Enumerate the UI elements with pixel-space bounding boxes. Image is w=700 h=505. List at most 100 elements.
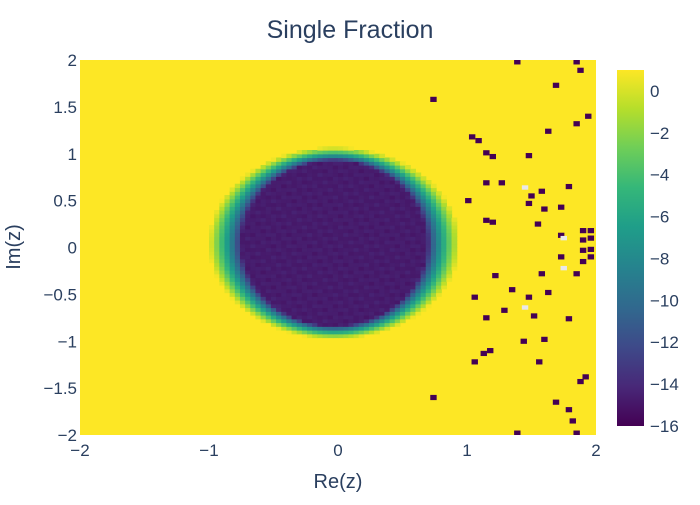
heatmap-cell	[265, 318, 272, 324]
heatmap-cell	[234, 228, 241, 234]
heatmap-cell	[399, 251, 406, 256]
heatmap-cell	[415, 270, 422, 275]
heatmap-cell	[405, 277, 411, 282]
heatmap-cell	[327, 176, 334, 181]
heatmap-cell	[312, 243, 318, 249]
heatmap-cell	[270, 195, 277, 200]
heatmap-cell	[245, 228, 251, 234]
heatmap-cell	[430, 281, 437, 286]
heatmap-cell	[358, 176, 365, 181]
heatmap-cell	[276, 296, 282, 301]
heatmap-cell	[281, 191, 287, 196]
heatmap-cell	[394, 228, 401, 234]
heatmap-cell	[451, 228, 458, 234]
heatmap-cell	[296, 232, 303, 237]
heatmap-cell	[374, 322, 380, 327]
heatmap-cell	[317, 168, 324, 174]
heatmap-missing-cell	[521, 185, 529, 190]
heatmap-cell	[301, 180, 308, 185]
heatmap-cell	[446, 210, 453, 215]
heatmap-cell	[286, 240, 293, 245]
heatmap-cell	[384, 157, 391, 162]
x-axis-ticks: −2 −1 0 1 2	[70, 441, 600, 460]
heatmap-cell	[255, 292, 262, 297]
heatmap-cell	[394, 187, 401, 192]
heatmap-cell	[286, 292, 293, 297]
heatmap-cell	[353, 217, 360, 222]
heatmap-cell	[276, 176, 282, 181]
heatmap-cell	[327, 202, 334, 207]
heatmap-cell	[425, 251, 432, 256]
heatmap-cell	[368, 322, 375, 327]
heatmap-cell	[322, 303, 329, 309]
heatmap-cell	[296, 330, 303, 335]
heatmap-cell	[358, 161, 365, 166]
heatmap-cell	[379, 168, 386, 174]
heatmap-cell	[441, 255, 447, 260]
heatmap-cell	[322, 221, 329, 226]
heatmap-cell	[384, 217, 391, 222]
heatmap-cell	[410, 195, 416, 200]
heatmap-cell	[291, 213, 298, 219]
heatmap-cell	[358, 221, 365, 226]
heatmap-cell	[317, 307, 324, 312]
heatmap-cell	[260, 255, 267, 260]
colorbar-tick-label: −12	[650, 333, 679, 352]
heatmap-cell	[358, 202, 365, 207]
heatmap-cell	[219, 232, 226, 237]
heatmap-cell	[281, 213, 287, 219]
heatmap-cell	[430, 247, 437, 252]
heatmap-cell	[353, 198, 360, 204]
heatmap-cell	[399, 258, 406, 264]
heatmap-cell	[343, 236, 349, 241]
heatmap-cell	[229, 206, 236, 211]
heatmap-cell	[229, 285, 236, 290]
heatmap-cell	[343, 191, 349, 196]
heatmap-cell	[260, 266, 267, 271]
heatmap-cell	[307, 150, 313, 155]
heatmap-cell	[286, 296, 293, 301]
heatmap-cell	[327, 270, 334, 275]
heatmap-cell	[265, 307, 272, 312]
heatmap-cell	[214, 213, 220, 219]
heatmap-cell	[332, 292, 339, 297]
heatmap-cell	[394, 180, 401, 185]
heatmap-cell	[276, 311, 282, 316]
heatmap-cell	[276, 266, 282, 271]
heatmap-cell	[250, 292, 257, 297]
heatmap-cell	[322, 150, 329, 155]
heatmap-cell	[296, 326, 303, 331]
heatmap-cell	[307, 180, 313, 185]
heatmap-cell	[425, 232, 432, 237]
heatmap-cell	[224, 258, 231, 264]
heatmap-cell	[436, 277, 442, 282]
heatmap-cell	[394, 183, 401, 189]
heatmap-cell	[389, 255, 396, 260]
heatmap-cell	[420, 255, 427, 260]
heatmap-cell	[358, 270, 365, 275]
heatmap-cell	[245, 191, 251, 196]
heatmap-cell	[301, 206, 308, 211]
heatmap-cell	[286, 161, 293, 166]
heatmap-cell	[415, 303, 422, 309]
heatmap-cell	[219, 228, 226, 234]
heatmap-cell	[260, 285, 267, 290]
heatmap-cell	[343, 288, 349, 294]
heatmap-cell	[229, 296, 236, 301]
heatmap-cell	[358, 168, 365, 174]
heatmap-cell	[358, 165, 365, 170]
heatmap-cell	[291, 183, 298, 189]
heatmap-cell	[353, 281, 360, 286]
heatmap-cell	[389, 243, 396, 249]
heatmap-cell	[379, 326, 386, 331]
heatmap-cell	[394, 273, 401, 279]
heatmap-cell	[353, 172, 360, 177]
heatmap-cell	[405, 232, 411, 237]
heatmap-cell	[332, 240, 339, 245]
heatmap-cell	[441, 266, 447, 271]
heatmap-cell	[234, 285, 241, 290]
heatmap-cell	[368, 277, 375, 282]
heatmap-cell	[379, 213, 386, 219]
heatmap-cell	[245, 270, 251, 275]
heatmap-cell	[307, 210, 313, 215]
